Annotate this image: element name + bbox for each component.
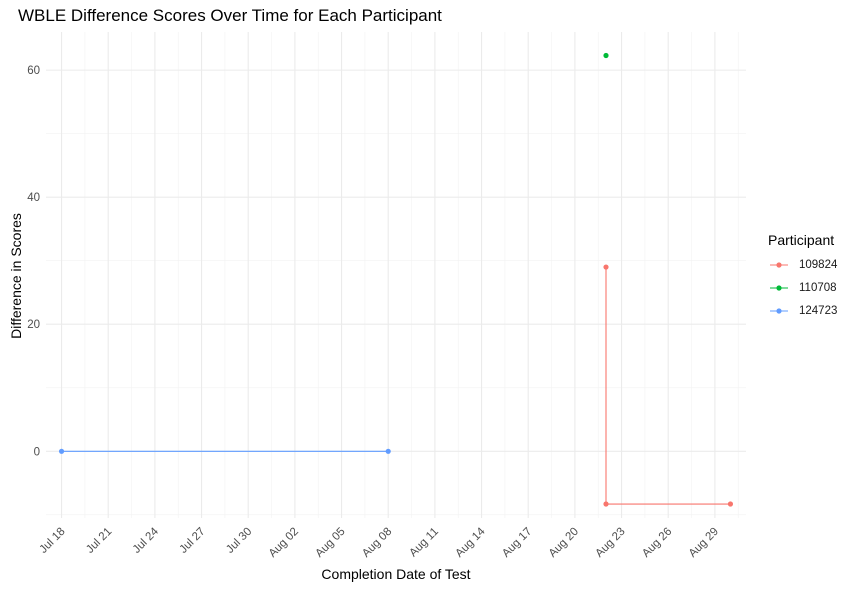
legend-item-124723: 124723 <box>768 303 837 319</box>
x-tick-label: Aug 26 <box>640 526 674 560</box>
legend-label: 109824 <box>799 259 838 271</box>
x-tick-label: Aug 23 <box>593 526 627 560</box>
legend-key-124723 <box>770 308 788 314</box>
y-tick-label: 40 <box>27 192 40 204</box>
data-point-124723 <box>385 448 391 454</box>
legend-key-point <box>776 262 782 268</box>
x-axis-label: Completion Date of Test <box>321 566 471 582</box>
legend-label: 110708 <box>799 282 837 294</box>
x-tick-label: Aug 02 <box>267 526 301 560</box>
x-tick-label: Jul 24 <box>131 525 162 556</box>
y-tick-label: 60 <box>27 65 40 77</box>
data-point-110708 <box>603 52 609 59</box>
legend-key-109824 <box>770 262 788 268</box>
data-point-109824 <box>727 501 734 507</box>
y-tick-labels: 0 20 40 60 <box>27 65 40 458</box>
legend-label: 124723 <box>799 305 838 317</box>
x-tick-label: Aug 17 <box>500 526 534 560</box>
series-lines <box>61 267 731 505</box>
x-tick-label: Jul 21 <box>84 526 114 556</box>
x-tick-label: Aug 20 <box>547 526 581 560</box>
data-point-109824 <box>603 264 609 270</box>
x-tick-label: Aug 29 <box>687 526 721 560</box>
data-point-124723 <box>58 448 65 454</box>
legend-item-110708: 110708 <box>768 280 837 296</box>
legend-key-point <box>776 285 782 291</box>
legend-title: Participant <box>768 232 835 248</box>
x-tick-label: Aug 11 <box>407 526 441 560</box>
legend-key-110708 <box>770 285 788 291</box>
series-points <box>58 52 734 507</box>
major-grid <box>46 32 746 518</box>
x-tick-label: Jul 27 <box>177 526 207 556</box>
x-tick-label: Aug 14 <box>453 525 488 560</box>
x-tick-labels: Jul 18 Jul 21 Jul 24 Jul 27 Jul 30 Aug 02 Aug … <box>37 525 721 560</box>
legend-key-point <box>776 308 782 314</box>
x-tick-label: Jul 30 <box>224 526 254 556</box>
x-tick-label: Jul 18 <box>37 526 67 556</box>
x-tick-label: Aug 08 <box>360 526 394 560</box>
y-tick-label: 20 <box>27 319 40 331</box>
chart-title: WBLE Difference Scores Over Time for Eac… <box>18 6 442 25</box>
x-tick-label: Aug 05 <box>313 526 347 560</box>
data-point-109824 <box>603 501 609 507</box>
y-tick-label: 0 <box>34 446 40 458</box>
legend-item-109824: 109824 <box>768 257 837 273</box>
y-axis-label: Difference in Scores <box>8 213 24 339</box>
minor-grid <box>46 32 746 518</box>
